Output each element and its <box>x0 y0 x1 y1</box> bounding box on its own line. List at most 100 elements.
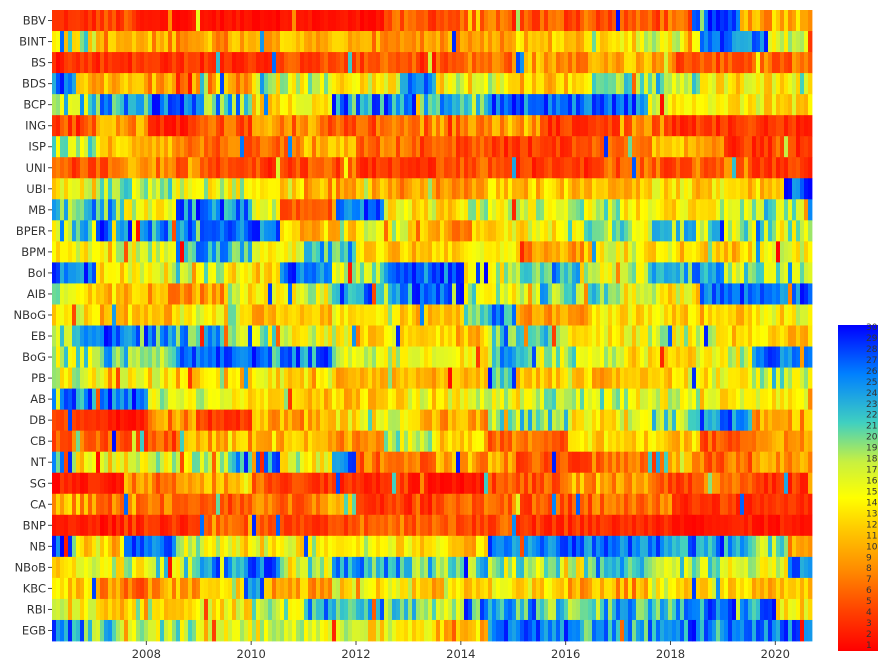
heatmap-cell <box>604 283 609 305</box>
heatmap-cell <box>596 451 601 474</box>
heatmap-cell <box>456 346 461 368</box>
heatmap-cell <box>440 493 445 516</box>
heatmap-cell <box>188 136 193 158</box>
heatmap-cell <box>352 325 357 347</box>
heatmap-cell <box>104 283 109 305</box>
heatmap-cell <box>800 199 805 221</box>
heatmap-cell <box>164 31 169 53</box>
heatmap-cell <box>428 472 433 495</box>
heatmap-cell <box>340 157 345 179</box>
heatmap-cell <box>192 430 197 453</box>
heatmap-cell <box>776 199 781 221</box>
heatmap-cell <box>664 325 669 347</box>
heatmap-cell <box>364 94 369 116</box>
heatmap-cell <box>772 199 777 221</box>
heatmap-cell <box>548 388 553 411</box>
heatmap-cell <box>788 157 793 179</box>
heatmap-cell <box>232 10 237 32</box>
heatmap-cell <box>88 115 93 137</box>
heatmap-cell <box>536 52 541 74</box>
heatmap-cell <box>564 493 569 516</box>
heatmap-cell <box>524 241 529 263</box>
heatmap-cell <box>176 178 181 200</box>
heatmap-cell <box>300 115 305 137</box>
heatmap-cell <box>732 535 737 558</box>
heatmap-cell <box>136 451 141 474</box>
heatmap-cell <box>248 10 253 32</box>
heatmap-cell <box>52 367 57 389</box>
heatmap-cell <box>212 31 217 53</box>
heatmap-cell <box>248 31 253 53</box>
heatmap-cell <box>264 157 269 179</box>
heatmap-cell <box>268 157 273 179</box>
heatmap-cell <box>708 325 713 347</box>
heatmap-cell <box>464 430 469 453</box>
heatmap-cell <box>756 367 761 389</box>
heatmap-cell <box>572 241 577 263</box>
heatmap-cell <box>432 304 437 326</box>
heatmap-cell <box>472 94 477 116</box>
heatmap-cell <box>476 283 481 305</box>
heatmap-cell <box>404 199 409 221</box>
heatmap-cell <box>556 199 561 221</box>
heatmap-cell <box>316 472 321 495</box>
heatmap-cell <box>596 94 601 116</box>
heatmap-cell <box>76 367 81 389</box>
heatmap-cell <box>648 262 653 284</box>
heatmap-cell <box>52 199 57 221</box>
heatmap-cell <box>760 346 765 368</box>
heatmap-cell <box>184 220 189 242</box>
heatmap-cell <box>564 10 569 32</box>
heatmap-cell <box>72 514 77 537</box>
heatmap-cell <box>132 115 137 137</box>
heatmap-cell <box>268 94 273 116</box>
heatmap-cell <box>200 388 205 411</box>
heatmap-cell <box>112 493 117 516</box>
heatmap-cell <box>492 304 497 326</box>
heatmap-cell <box>476 430 481 453</box>
heatmap-cell <box>84 325 89 347</box>
heatmap-cell <box>496 136 501 158</box>
heatmap-cell <box>384 451 389 474</box>
heatmap-cell <box>584 514 589 537</box>
heatmap-cell <box>492 283 497 305</box>
heatmap-cell <box>104 220 109 242</box>
heatmap-cell <box>528 10 533 32</box>
heatmap-cell <box>368 262 373 284</box>
heatmap-cell <box>128 325 133 347</box>
heatmap-cell <box>328 388 333 411</box>
heatmap-cell <box>660 430 665 453</box>
heatmap-cell <box>596 493 601 516</box>
heatmap-cell <box>416 115 421 137</box>
heatmap-cell <box>316 220 321 242</box>
heatmap-cell <box>700 472 705 495</box>
heatmap-cell <box>588 304 593 326</box>
heatmap-cell <box>204 304 209 326</box>
heatmap-cell <box>476 115 481 137</box>
heatmap-cell <box>204 451 209 474</box>
heatmap-cell <box>188 10 193 32</box>
heatmap-cell <box>268 388 273 411</box>
heatmap-row-nbog <box>52 304 813 326</box>
heatmap-cell <box>676 493 681 516</box>
heatmap-cell <box>52 115 57 137</box>
heatmap-cell <box>632 10 637 32</box>
heatmap-cell <box>60 409 65 432</box>
heatmap-cell <box>312 178 317 200</box>
heatmap-cell <box>120 178 125 200</box>
heatmap-cell <box>168 388 173 411</box>
heatmap-cell <box>72 31 77 53</box>
heatmap-cell <box>216 241 221 263</box>
heatmap-cell <box>564 346 569 368</box>
heatmap-cell <box>408 31 413 53</box>
heatmap-cell <box>532 178 537 200</box>
heatmap-cell <box>760 283 765 305</box>
heatmap-cell <box>456 10 461 32</box>
heatmap-cell <box>524 430 529 453</box>
heatmap-cell <box>500 73 505 95</box>
heatmap-cell <box>96 388 101 411</box>
heatmap-row-bbv <box>52 10 813 32</box>
heatmap-cell <box>548 283 553 305</box>
heatmap-cell <box>384 115 389 137</box>
heatmap-cell <box>528 514 533 537</box>
